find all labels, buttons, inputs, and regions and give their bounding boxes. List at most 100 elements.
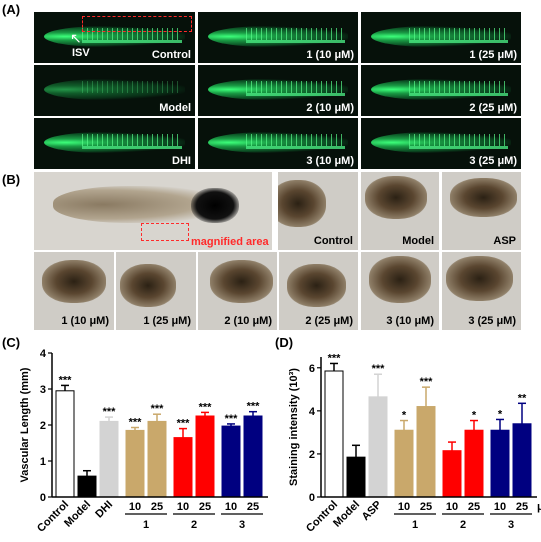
bar <box>221 425 241 498</box>
y-tick-label: 2 <box>40 420 46 432</box>
unit-label: μM <box>537 501 541 513</box>
bar <box>394 429 414 498</box>
bar <box>512 423 532 498</box>
panel-label-a: (A) <box>2 2 21 17</box>
group-label: 1 <box>143 519 149 531</box>
significance-label: *** <box>177 418 191 430</box>
brightfield-image: Model <box>361 172 439 250</box>
significance-label: *** <box>151 403 165 415</box>
significance-label: * <box>402 410 407 422</box>
brightfield-image: 1 (25 μM) <box>116 252 196 330</box>
image-label: 1 (10 μM) <box>306 49 354 61</box>
group-label: 3 <box>239 519 245 531</box>
y-tick-label: 1 <box>40 456 46 468</box>
vascular-length-chart: 0 1 2 3 4 Vascular Length (mm) *** *** *** *** ***… <box>19 348 268 535</box>
bar <box>442 450 462 498</box>
brightfield-image: 1 (10 μM) <box>34 252 114 330</box>
bar <box>490 429 510 498</box>
image-label: 2 (25 μM) <box>305 315 353 327</box>
image-label: DHI <box>172 155 191 167</box>
image-label: Model <box>159 102 191 114</box>
x-tick-label: ASP <box>360 499 384 523</box>
group-label: 2 <box>460 519 466 531</box>
brightfield-image: Control <box>278 172 358 250</box>
panel-label-b: (B) <box>2 172 21 187</box>
significance-label: *** <box>199 401 213 413</box>
y-tick-label: 3 <box>40 384 46 396</box>
group-label: 2 <box>191 519 197 531</box>
y-tick-label: 0 <box>40 492 46 504</box>
image-label: Control <box>313 235 353 247</box>
x-tick-label: 10 <box>446 501 458 513</box>
bar <box>346 456 366 498</box>
significance-label: ** <box>518 392 527 404</box>
image-label: 3 (10 μM) <box>386 315 434 327</box>
x-tick-label: DHI <box>93 499 115 521</box>
bar <box>173 437 193 498</box>
fluorescence-image: 3 (10 μM) <box>198 118 358 169</box>
x-tick-label: 10 <box>129 501 141 513</box>
bar <box>416 406 436 498</box>
x-tick-label: 25 <box>420 501 432 513</box>
x-tick-label: 25 <box>199 501 211 513</box>
bar <box>243 415 263 498</box>
x-tick-label: 10 <box>177 501 189 513</box>
image-label: 1 (25 μM) <box>469 49 517 61</box>
brightfield-image: 3 (10 μM) <box>361 252 439 330</box>
bar <box>55 390 75 498</box>
bar <box>125 429 145 498</box>
significance-label: * <box>498 408 503 420</box>
bar <box>195 415 215 498</box>
image-label: 3 (25 μM) <box>468 315 516 327</box>
image-label: 2 (10 μM) <box>224 315 272 327</box>
x-tick-label: 25 <box>247 501 259 513</box>
isv-highlight-box <box>82 16 192 32</box>
image-label: 3 (25 μM) <box>469 155 517 167</box>
isv-annotation: ISV <box>72 47 90 59</box>
group-label: 1 <box>412 519 418 531</box>
image-label: 1 (10 μM) <box>61 315 109 327</box>
image-label: ASP <box>493 235 516 247</box>
bar <box>77 475 97 498</box>
image-label: 1 (25 μM) <box>143 315 191 327</box>
x-tick-label: 10 <box>398 501 410 513</box>
image-label: Control <box>151 49 191 61</box>
arrow-icon: ↖ <box>70 30 82 46</box>
y-axis-label: Vascular Length (mm) <box>19 367 31 482</box>
panel-label-d: (D) <box>275 335 294 350</box>
image-label: Model <box>402 235 434 247</box>
y-tick-label: 4 <box>309 406 316 418</box>
significance-label: *** <box>103 406 117 418</box>
bar <box>147 420 167 498</box>
significance-label: * <box>472 410 477 422</box>
fluorescence-image: 3 (25 μM) <box>361 118 521 169</box>
x-tick-label: 10 <box>225 501 237 513</box>
fluorescence-image: ↖ ISV Control <box>34 12 195 63</box>
bar <box>464 429 484 498</box>
brightfield-image: 2 (10 μM) <box>198 252 277 330</box>
significance-label: *** <box>420 376 434 388</box>
significance-label: *** <box>129 417 143 429</box>
brightfield-image: 2 (25 μM) <box>279 252 358 330</box>
significance-label: *** <box>225 413 239 425</box>
image-label: 2 (25 μM) <box>469 102 517 114</box>
bar <box>368 396 388 498</box>
brightfield-image: 3 (25 μM) <box>442 252 521 330</box>
image-label: 2 (10 μM) <box>306 102 354 114</box>
fluorescence-image: 1 (25 μM) <box>361 12 521 63</box>
magnified-area-label: magnified area <box>191 236 269 248</box>
image-label: 3 (10 μM) <box>306 155 354 167</box>
magnified-area-box <box>141 223 189 241</box>
bar <box>99 420 119 498</box>
significance-label: *** <box>372 363 386 375</box>
y-tick-label: 0 <box>309 492 315 504</box>
significance-label: *** <box>247 401 261 413</box>
x-tick-label: 25 <box>516 501 528 513</box>
brightfield-image: ASP <box>442 172 521 250</box>
group-label: 3 <box>508 519 514 531</box>
significance-label: *** <box>328 352 342 364</box>
fluorescence-image: 2 (25 μM) <box>361 65 521 116</box>
x-tick-label: 25 <box>468 501 480 513</box>
y-tick-label: 4 <box>40 348 47 360</box>
